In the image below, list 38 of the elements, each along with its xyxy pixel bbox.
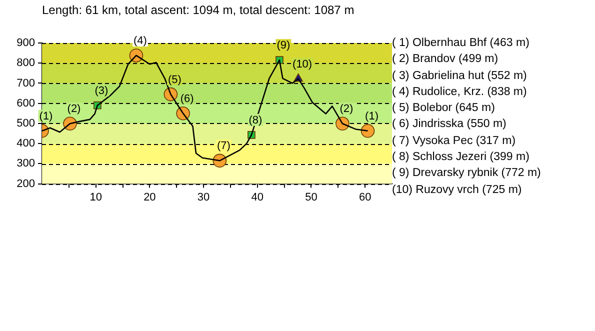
annotation: (1) <box>39 110 53 122</box>
text: ( 6) Jindrisska (550 m) <box>392 117 508 132</box>
y-tick-label: 700 <box>16 77 35 90</box>
point <box>360 124 375 138</box>
x-tick-label: 60 <box>358 191 372 204</box>
text: ( 2) Brandov (499 m) <box>392 52 500 68</box>
annotation: (8) <box>248 114 262 126</box>
text: ( 5) Bolebor (645 m) <box>392 101 496 116</box>
text: ( 4) Rudolice, Krz. (838 m) <box>392 84 528 100</box>
text: ( 9) Drevarsky rybnik (772 m) <box>392 166 541 182</box>
x-tick-label: 50 <box>305 191 318 204</box>
text: (10) Ruzovy vrch (725 m) <box>392 182 523 198</box>
annotation: (2) <box>67 103 81 116</box>
annotation: (9) <box>276 40 290 52</box>
annotation: (7) <box>216 140 230 152</box>
y-tick-label: 200 <box>16 178 35 190</box>
y-tick-label: 500 <box>16 117 35 130</box>
annotation: (10) <box>292 58 312 70</box>
annotation: (2) <box>340 103 354 116</box>
text: ( 8) Schloss Jezeri (399 m) <box>392 150 530 166</box>
x-tick-label: 10 <box>90 191 102 204</box>
x-tick-label: 30 <box>197 191 210 204</box>
text: ( 7) Vysoka Pec (317 m) <box>392 134 517 149</box>
annotation: (4) <box>134 35 147 47</box>
y-tick-label: 900 <box>16 37 35 50</box>
y-tick-label: 600 <box>16 97 35 110</box>
text: ( 1) Olbernhau Bhf (463 m) <box>392 36 530 51</box>
y-tick-label: 300 <box>16 158 35 170</box>
annotation: (3) <box>94 84 108 97</box>
annotation: (6) <box>180 92 194 105</box>
y-tick-label: 400 <box>16 138 35 150</box>
x-tick-label: 20 <box>144 191 156 204</box>
annotation: (5) <box>168 74 182 86</box>
chart-title: Length: 61 km, total ascent: 1094 m, total descent: 1087 m <box>42 3 354 17</box>
y-tick-label: 800 <box>16 57 35 70</box>
text: ( 3) Gabrielina hut (552 m) <box>392 68 528 84</box>
annotation: (1) <box>365 110 378 122</box>
x-tick-label: 40 <box>251 191 264 204</box>
